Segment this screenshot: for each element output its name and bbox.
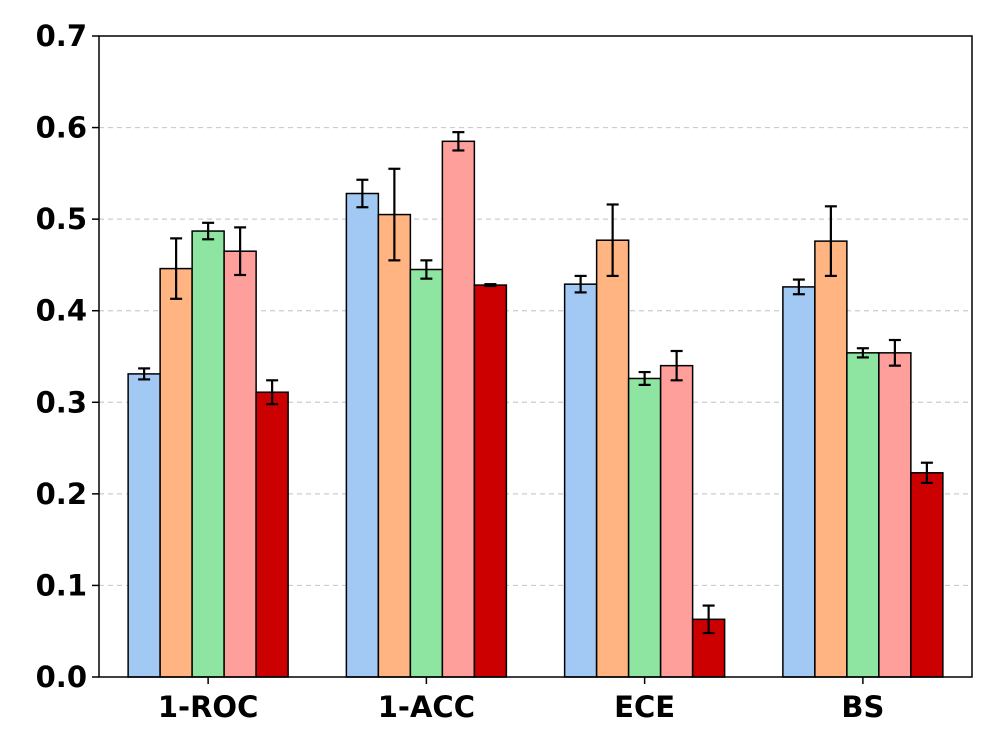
y-tick-label: 0.6 bbox=[36, 111, 87, 145]
bar-series-3-1-ROC bbox=[191, 230, 225, 678]
bar-series-1-BS bbox=[782, 286, 816, 678]
y-tick-label: 0.0 bbox=[36, 660, 87, 694]
bar-series-4-ECE bbox=[659, 364, 694, 678]
bar-series-3-ECE bbox=[627, 377, 662, 678]
bar-series-2-1-ROC bbox=[159, 267, 193, 678]
plot-frame bbox=[98, 35, 973, 678]
bar-series-3-BS bbox=[846, 352, 880, 678]
error-bars bbox=[138, 131, 933, 635]
x-tick-label: ECE bbox=[614, 690, 675, 724]
bar-series-2-BS bbox=[814, 240, 848, 678]
bar-series-2-ECE bbox=[595, 239, 630, 678]
bars bbox=[127, 140, 944, 678]
x-tick-label: 1-ROC bbox=[158, 690, 258, 724]
bar-series-5-BS bbox=[910, 472, 944, 678]
bar-series-5-1-ACC bbox=[473, 284, 508, 678]
y-tick-label: 0.7 bbox=[36, 19, 87, 53]
bar-series-1-1-ROC bbox=[127, 373, 161, 678]
y-tick-label: 0.5 bbox=[36, 202, 87, 236]
bar-series-1-ECE bbox=[563, 283, 598, 678]
x-tick-label: 1-ACC bbox=[378, 690, 475, 724]
y-axis: 0.0 0.1 0.2 0.3 0.4 0.5 0.6 0.7 bbox=[36, 19, 99, 694]
bar-series-1-1-ACC bbox=[345, 192, 380, 678]
bar-series-4-BS bbox=[878, 352, 912, 678]
bar-series-2-1-ACC bbox=[377, 213, 412, 678]
y-tick-label: 0.4 bbox=[36, 294, 87, 328]
x-tick-label: BS bbox=[841, 690, 884, 724]
y-tick-label: 0.1 bbox=[36, 568, 87, 602]
bar-series-4-1-ROC bbox=[223, 250, 257, 678]
y-tick-label: 0.3 bbox=[36, 385, 87, 419]
bar-series-3-1-ACC bbox=[409, 268, 444, 678]
y-tick-label: 0.2 bbox=[36, 477, 87, 511]
bar-series-4-1-ACC bbox=[441, 140, 476, 678]
bar-series-5-1-ROC bbox=[255, 391, 289, 678]
x-axis: 1-ROC 1-ACC ECE BS bbox=[158, 677, 884, 724]
